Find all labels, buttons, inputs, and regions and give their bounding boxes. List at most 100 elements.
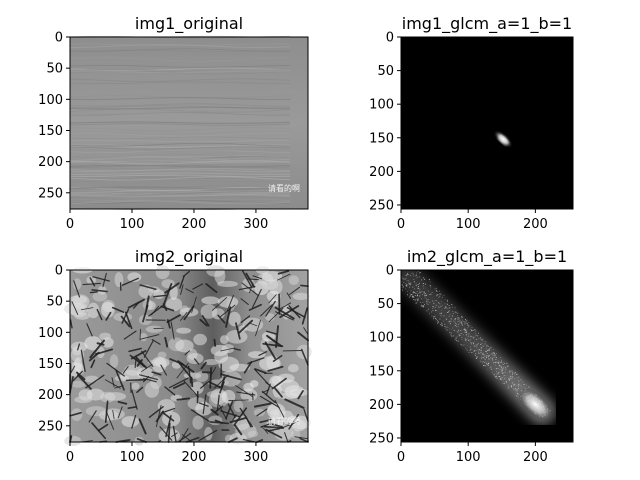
- glcm-point: [465, 334, 467, 336]
- crack-line: [80, 349, 86, 373]
- glcm-point: [493, 349, 495, 351]
- crack-cell: [175, 339, 194, 353]
- glcm-point: [445, 305, 446, 307]
- glcm-point: [457, 317, 459, 318]
- glcm-point: [410, 275, 412, 277]
- glcm-point: [512, 377, 514, 379]
- glcm-point: [519, 385, 521, 387]
- glcm-point: [418, 298, 419, 300]
- crack-line: [182, 270, 190, 278]
- crack-line: [263, 425, 285, 429]
- glcm-point: [498, 360, 500, 362]
- glcm-point: [415, 302, 417, 304]
- glcm-point: [470, 328, 472, 330]
- glcm-point: [417, 284, 419, 285]
- crack-line: [214, 405, 224, 413]
- crack-line: [86, 323, 93, 337]
- crack-line: [272, 354, 283, 362]
- glcm-point: [491, 358, 493, 360]
- glcm-point: [438, 303, 440, 305]
- glcm-point: [490, 347, 492, 349]
- crack-cell: [253, 408, 266, 417]
- glcm-point: [443, 320, 444, 322]
- crack-line: [139, 328, 141, 341]
- glcm-point: [429, 294, 431, 295]
- glcm-point: [444, 307, 446, 309]
- glcm-point: [496, 374, 498, 376]
- crack-cell: [287, 364, 299, 373]
- glcm-point: [477, 335, 479, 337]
- glcm-point: [495, 376, 496, 378]
- glcm-point: [491, 352, 493, 354]
- crack-cell: [195, 371, 209, 382]
- crack-line: [226, 294, 234, 311]
- glcm-point: [441, 304, 443, 306]
- crack-line: [183, 305, 195, 321]
- glcm-point: [418, 272, 420, 274]
- wood-grain-line: [69, 146, 291, 150]
- crack-line: [261, 425, 269, 434]
- glcm-point: [512, 380, 514, 382]
- glcm-point: [488, 357, 490, 359]
- glcm-point: [474, 335, 476, 337]
- x-tick-label: 100: [456, 450, 481, 465]
- glcm-point: [484, 362, 486, 364]
- glcm-point: [514, 381, 516, 383]
- glcm-point: [449, 332, 451, 334]
- crack-line: [225, 306, 232, 328]
- glcm-point: [418, 286, 420, 287]
- crack-line: [201, 315, 210, 327]
- glcm-point: [449, 323, 451, 325]
- glcm-point: [459, 320, 461, 322]
- crack-line: [220, 347, 236, 352]
- glcm-point: [500, 371, 502, 373]
- glcm-point: [406, 285, 408, 287]
- crack-line: [238, 319, 254, 334]
- glcm-point: [451, 304, 453, 305]
- glcm-point: [422, 285, 424, 287]
- glcm-point: [465, 341, 467, 343]
- glcm-point: [469, 340, 471, 342]
- glcm-point: [518, 376, 520, 378]
- crack-line: [277, 302, 292, 311]
- glcm-point: [455, 337, 457, 339]
- glcm-point: [408, 281, 410, 283]
- crack-line: [266, 334, 283, 347]
- wood-grain-line: [69, 155, 291, 158]
- glcm-point: [508, 375, 510, 377]
- glcm-point: [405, 275, 407, 277]
- glcm-point: [499, 376, 501, 378]
- wood-grain-line: [69, 44, 291, 48]
- crack-line: [69, 411, 82, 417]
- glcm-point: [417, 292, 419, 294]
- glcm-point: [497, 361, 499, 363]
- crack-line: [164, 386, 176, 396]
- glcm-point: [428, 303, 429, 305]
- glcm-point: [514, 384, 516, 385]
- crack-cell: [74, 396, 93, 404]
- crack-line: [268, 294, 277, 304]
- glcm-point: [498, 362, 500, 364]
- crack-line: [96, 308, 103, 321]
- glcm-point: [481, 356, 482, 358]
- glcm-point: [407, 294, 409, 296]
- crack-line: [262, 389, 270, 394]
- crack-line: [286, 306, 306, 318]
- glcm-point: [518, 376, 519, 378]
- glcm-point: [486, 344, 488, 346]
- glcm-point: [441, 325, 443, 327]
- crack-line: [267, 365, 284, 372]
- crack-line: [138, 418, 147, 435]
- wood-grain-line: [69, 192, 291, 197]
- crack-line: [145, 295, 150, 310]
- crack-line: [240, 298, 249, 305]
- glcm-point: [472, 342, 474, 344]
- glcm-point: [403, 279, 405, 280]
- crack-line: [148, 406, 164, 418]
- glcm-point: [407, 273, 408, 275]
- glcm-point: [435, 309, 436, 311]
- glcm-point: [464, 328, 466, 330]
- glcm-point: [442, 296, 443, 298]
- crack-line: [92, 276, 110, 282]
- glcm-point: [450, 320, 452, 322]
